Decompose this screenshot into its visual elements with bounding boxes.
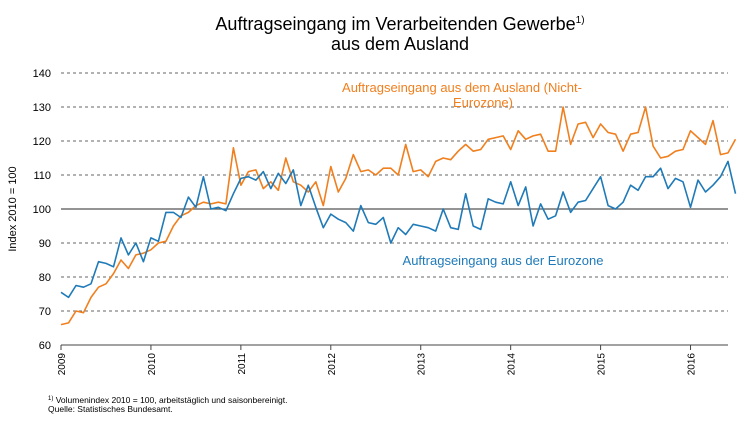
y-tick-label: 70	[39, 306, 51, 318]
series-label-nicht-eurozone-line2: Eurozone)	[453, 95, 513, 110]
y-tick-label: 60	[39, 340, 51, 352]
series-line-nicht-eurozone	[60, 106, 737, 326]
y-tick-label: 140	[33, 68, 51, 80]
y-tick-label: 130	[33, 102, 51, 114]
y-tick-label: 110	[33, 170, 51, 182]
chart-title: Auftragseingang im Verarbeitenden Gewerb…	[120, 10, 680, 35]
y-tick-label: 80	[39, 272, 51, 284]
x-tick-label: 2016	[687, 353, 698, 376]
chart-title-text: Auftragseingang im Verarbeitenden Gewerb…	[215, 14, 576, 34]
chart-subtitle: aus dem Ausland	[330, 34, 470, 54]
x-tick-label: 2012	[327, 353, 338, 376]
series-label-nicht-eurozone: Auftragseingang aus dem Ausland (Nicht-	[342, 80, 582, 95]
x-tick-label: 2009	[57, 353, 68, 376]
footnote-text: Volumenindex 2010 = 100, arbeitstäglich …	[55, 395, 288, 405]
y-tick-label: 120	[33, 136, 51, 148]
series-label-eurozone: Auftragseingang aus der Eurozone	[403, 253, 604, 268]
x-tick-label: 2011	[237, 353, 248, 375]
source-note: Quelle: Statistisches Bundesamt.	[48, 404, 173, 414]
footnote: 1) Volumenindex 2010 = 100, arbeitstägli…	[48, 394, 288, 405]
y-tick-label: 90	[39, 238, 51, 250]
series-line-eurozone	[60, 160, 737, 299]
x-tick-label: 2010	[147, 353, 158, 376]
y-tick-label: 100	[33, 204, 51, 216]
chart-title-footnote-mark: 1)	[575, 15, 585, 26]
line-chart: 60 70 80 90 100 110 120 130 140 2009 2010 2011 2012 2…	[7, 68, 737, 376]
footnote-mark: 1)	[48, 396, 54, 402]
x-tick-label: 2014	[507, 353, 518, 376]
y-axis-label: Index 2010 = 100	[7, 166, 19, 251]
x-tick-label: 2013	[417, 353, 428, 376]
x-tick-label: 2015	[597, 353, 608, 376]
